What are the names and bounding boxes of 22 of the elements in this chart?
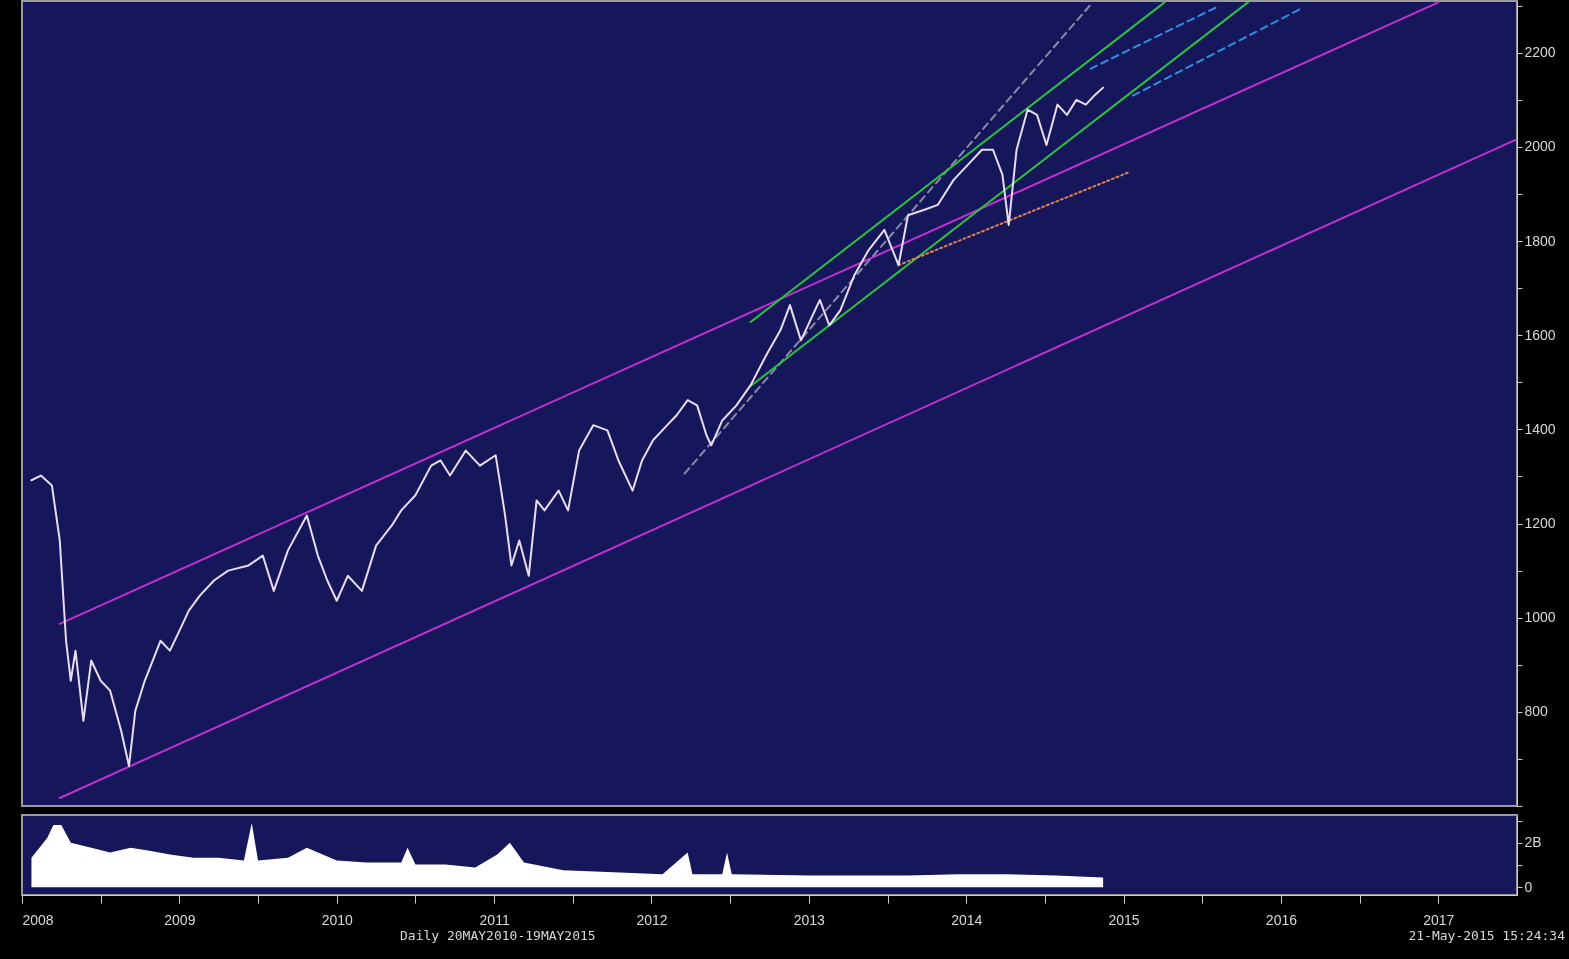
x-tick-label: 2016 (1265, 911, 1298, 928)
y-tick-label: 1800 (1524, 232, 1556, 249)
x-tick-label: 2017 (1423, 911, 1455, 928)
y-tick-label: 800 (1524, 703, 1549, 720)
y-tick-label: 1200 (1524, 515, 1556, 532)
x-tick-label: 2012 (636, 911, 668, 928)
x-tick-label: 2015 (1108, 911, 1140, 928)
y-tick-label: 1600 (1524, 326, 1556, 343)
x-tick-label: 2010 (321, 911, 354, 928)
text: Daily 20MAY2010-19MAY2015 (400, 928, 596, 943)
y-tick-label: 0 (1524, 878, 1533, 895)
x-tick-label: 2014 (951, 911, 983, 928)
x-tick-label: 2013 (793, 911, 826, 928)
x-tick-label: 2008 (22, 911, 54, 928)
x-tick-label: 2011 (479, 911, 510, 928)
y-tick-label: 1000 (1524, 609, 1556, 626)
y-tick-label: 2200 (1524, 44, 1556, 61)
y-tick-label: 1400 (1524, 420, 1556, 437)
x-tick-label: 2009 (164, 911, 196, 928)
y-tick-label: 2B (1524, 834, 1542, 851)
y-tick-label: 2000 (1524, 138, 1556, 155)
text: 21-May-2015 15:24:34 (1408, 928, 1565, 943)
